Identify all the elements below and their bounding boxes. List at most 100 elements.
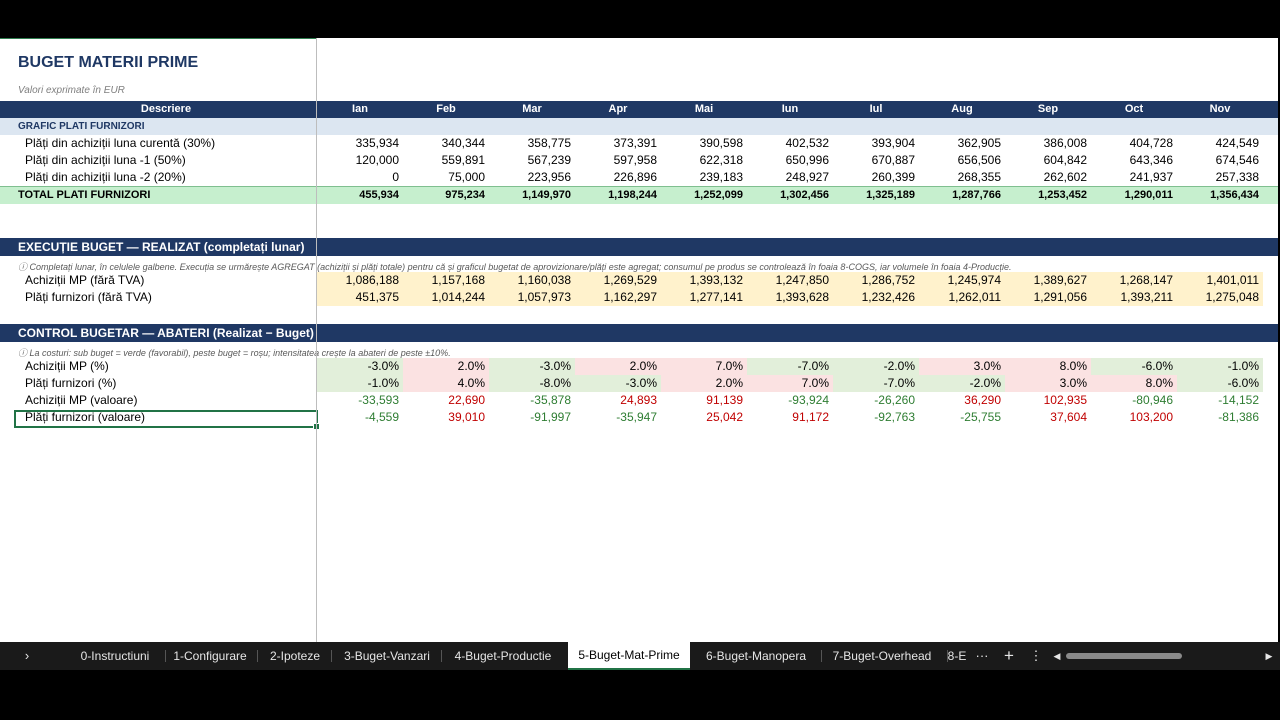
value-cell[interactable]: 1,057,973	[489, 289, 575, 306]
value-cell[interactable]: 25,042	[706, 410, 743, 424]
value-cell[interactable]: 1,393,211	[1091, 289, 1177, 306]
data-row[interactable]: Plăți din achiziții luna curentă (30%) 33…	[0, 135, 1278, 152]
value-cell[interactable]: 393,904	[871, 136, 915, 150]
value-cell[interactable]: 358,775	[527, 136, 571, 150]
value-cell[interactable]: -35,947	[616, 410, 657, 424]
value-cell[interactable]: 4.0%	[403, 375, 489, 392]
value-cell[interactable]: 1,286,752	[833, 272, 919, 289]
value-cell[interactable]: 91,172	[792, 410, 829, 424]
value-cell[interactable]: -33,593	[358, 393, 399, 407]
value-cell[interactable]: 223,956	[527, 170, 571, 184]
value-cell[interactable]: 1,325,189	[866, 189, 915, 201]
value-cell[interactable]: 1,232,426	[833, 289, 919, 306]
value-cell[interactable]: 1,275,048	[1177, 289, 1263, 306]
row-label[interactable]: Plăți din achiziții luna -2 (20%)	[25, 170, 186, 184]
value-cell[interactable]: 975,234	[445, 189, 485, 201]
value-cell[interactable]: 91,139	[706, 393, 743, 407]
value-cell[interactable]: 103,200	[1129, 410, 1173, 424]
value-cell[interactable]: 1,287,766	[952, 189, 1001, 201]
scroll-left-icon[interactable]: ◀	[1053, 651, 1061, 661]
value-cell[interactable]: 7.0%	[661, 358, 747, 375]
value-cell[interactable]: 1,253,452	[1038, 189, 1087, 201]
sheet-tab[interactable]: 5-Buget-Mat-Prime	[568, 642, 690, 670]
value-cell[interactable]: 1,291,056	[1005, 289, 1091, 306]
row-label[interactable]: Achiziții MP (fără TVA)	[25, 273, 145, 287]
value-cell[interactable]: 1,086,188	[317, 272, 403, 289]
total-row[interactable]: TOTAL PLATI FURNIZORI 455,934 975,234 1,149…	[0, 186, 1278, 204]
value-cell[interactable]: 622,318	[699, 153, 743, 167]
value-cell[interactable]: 650,996	[785, 153, 829, 167]
value-cell[interactable]: 402,532	[785, 136, 829, 150]
value-cell[interactable]: 1,162,297	[575, 289, 661, 306]
value-cell[interactable]: 1,252,099	[694, 189, 743, 201]
value-cell[interactable]: 386,008	[1043, 136, 1087, 150]
value-cell[interactable]: 8.0%	[1091, 375, 1177, 392]
value-cell[interactable]: -81,386	[1218, 410, 1259, 424]
row-label[interactable]: Achiziții MP (%)	[25, 359, 109, 373]
value-cell[interactable]: 373,391	[613, 136, 657, 150]
value-cell[interactable]: 455,934	[359, 189, 399, 201]
value-cell[interactable]: 567,239	[527, 153, 571, 167]
value-cell[interactable]: 1,277,141	[661, 289, 747, 306]
value-cell[interactable]: -91,997	[530, 410, 571, 424]
value-cell[interactable]: 2.0%	[575, 358, 661, 375]
value-cell[interactable]: -7.0%	[833, 375, 919, 392]
spreadsheet-grid[interactable]: BUGET MATERII PRIME Valori exprimate în …	[0, 38, 1278, 642]
value-cell[interactable]: 335,934	[355, 136, 399, 150]
value-cell[interactable]: 241,937	[1129, 170, 1173, 184]
value-cell[interactable]: 656,506	[957, 153, 1001, 167]
options-icon[interactable]: ⋮	[1029, 648, 1043, 663]
value-cell[interactable]: -1.0%	[1177, 358, 1263, 375]
value-cell[interactable]: -2.0%	[919, 375, 1005, 392]
section-grafic-plati[interactable]: GRAFIC PLATI FURNIZORI	[0, 118, 1278, 135]
value-cell[interactable]: 260,399	[871, 170, 915, 184]
row-label[interactable]: Plăți furnizori (valoare)	[25, 410, 146, 424]
value-cell[interactable]: 404,728	[1129, 136, 1173, 150]
value-cell[interactable]: 597,958	[613, 153, 657, 167]
value-cell[interactable]: 424,549	[1215, 136, 1259, 150]
sheet-tab[interactable]: 1-Configurare	[173, 649, 247, 663]
sheet-tab[interactable]: 2-Ipoteze	[269, 649, 321, 663]
value-cell[interactable]: 2.0%	[403, 358, 489, 375]
data-row[interactable]: Plăți din achiziții luna -1 (50%) 120,000…	[0, 152, 1278, 169]
value-cell[interactable]: 102,935	[1043, 393, 1087, 407]
value-cell[interactable]: -93,924	[788, 393, 829, 407]
value-cell[interactable]: -4,559	[364, 410, 399, 424]
value-cell[interactable]: 3.0%	[1005, 375, 1091, 392]
more-tabs-icon[interactable]: ···	[975, 648, 989, 663]
value-cell[interactable]: 3.0%	[919, 358, 1005, 375]
value-cell[interactable]: -6.0%	[1091, 358, 1177, 375]
value-cell[interactable]: -1.0%	[317, 375, 403, 392]
value-cell[interactable]: 1,401,011	[1177, 272, 1263, 289]
value-cell[interactable]: 257,338	[1215, 170, 1259, 184]
row-label[interactable]: Plăți furnizori (fără TVA)	[25, 290, 152, 304]
variance-row[interactable]: Plăți furnizori (valoare) -4,559 39,010 -91…	[0, 409, 1278, 426]
value-cell[interactable]: -7.0%	[747, 358, 833, 375]
sheet-tab[interactable]: 3-Buget-Vanzari	[344, 649, 430, 663]
scroll-right-icon[interactable]: ▶	[1265, 651, 1273, 661]
value-cell[interactable]: 1,290,011	[1124, 189, 1173, 201]
value-cell[interactable]: 1,393,628	[747, 289, 833, 306]
value-cell[interactable]: -3.0%	[575, 375, 661, 392]
value-cell[interactable]: 36,290	[964, 393, 1001, 407]
sheet-tab[interactable]: 4-Buget-Productie	[454, 649, 552, 663]
input-row[interactable]: Achiziții MP (fără TVA) 1,086,188 1,157,16…	[0, 272, 1278, 289]
value-cell[interactable]: 262,602	[1043, 170, 1087, 184]
variance-row[interactable]: Achiziții MP (valoare) -33,593 22,690 -35,8…	[0, 392, 1278, 409]
value-cell[interactable]: -14,152	[1218, 393, 1259, 407]
value-cell[interactable]: 226,896	[613, 170, 657, 184]
row-label[interactable]: Achiziții MP (valoare)	[25, 393, 138, 407]
value-cell[interactable]: 1,245,974	[919, 272, 1005, 289]
value-cell[interactable]: -80,946	[1132, 393, 1173, 407]
value-cell[interactable]: -6.0%	[1177, 375, 1263, 392]
value-cell[interactable]: 643,346	[1129, 153, 1173, 167]
tab-scroll-next-icon[interactable]: ›	[24, 648, 30, 663]
value-cell[interactable]: -8.0%	[489, 375, 575, 392]
value-cell[interactable]: -35,878	[530, 393, 571, 407]
value-cell[interactable]: 362,905	[957, 136, 1001, 150]
variance-row[interactable]: Plăți furnizori (%) -1.0% 4.0% -8.0% -3.0% 2.…	[0, 375, 1278, 392]
value-cell[interactable]: 1,302,456	[780, 189, 829, 201]
input-row[interactable]: Plăți furnizori (fără TVA) 451,375 1,014,2…	[0, 289, 1278, 306]
value-cell[interactable]: 1,157,168	[403, 272, 489, 289]
value-cell[interactable]: 604,842	[1043, 153, 1087, 167]
